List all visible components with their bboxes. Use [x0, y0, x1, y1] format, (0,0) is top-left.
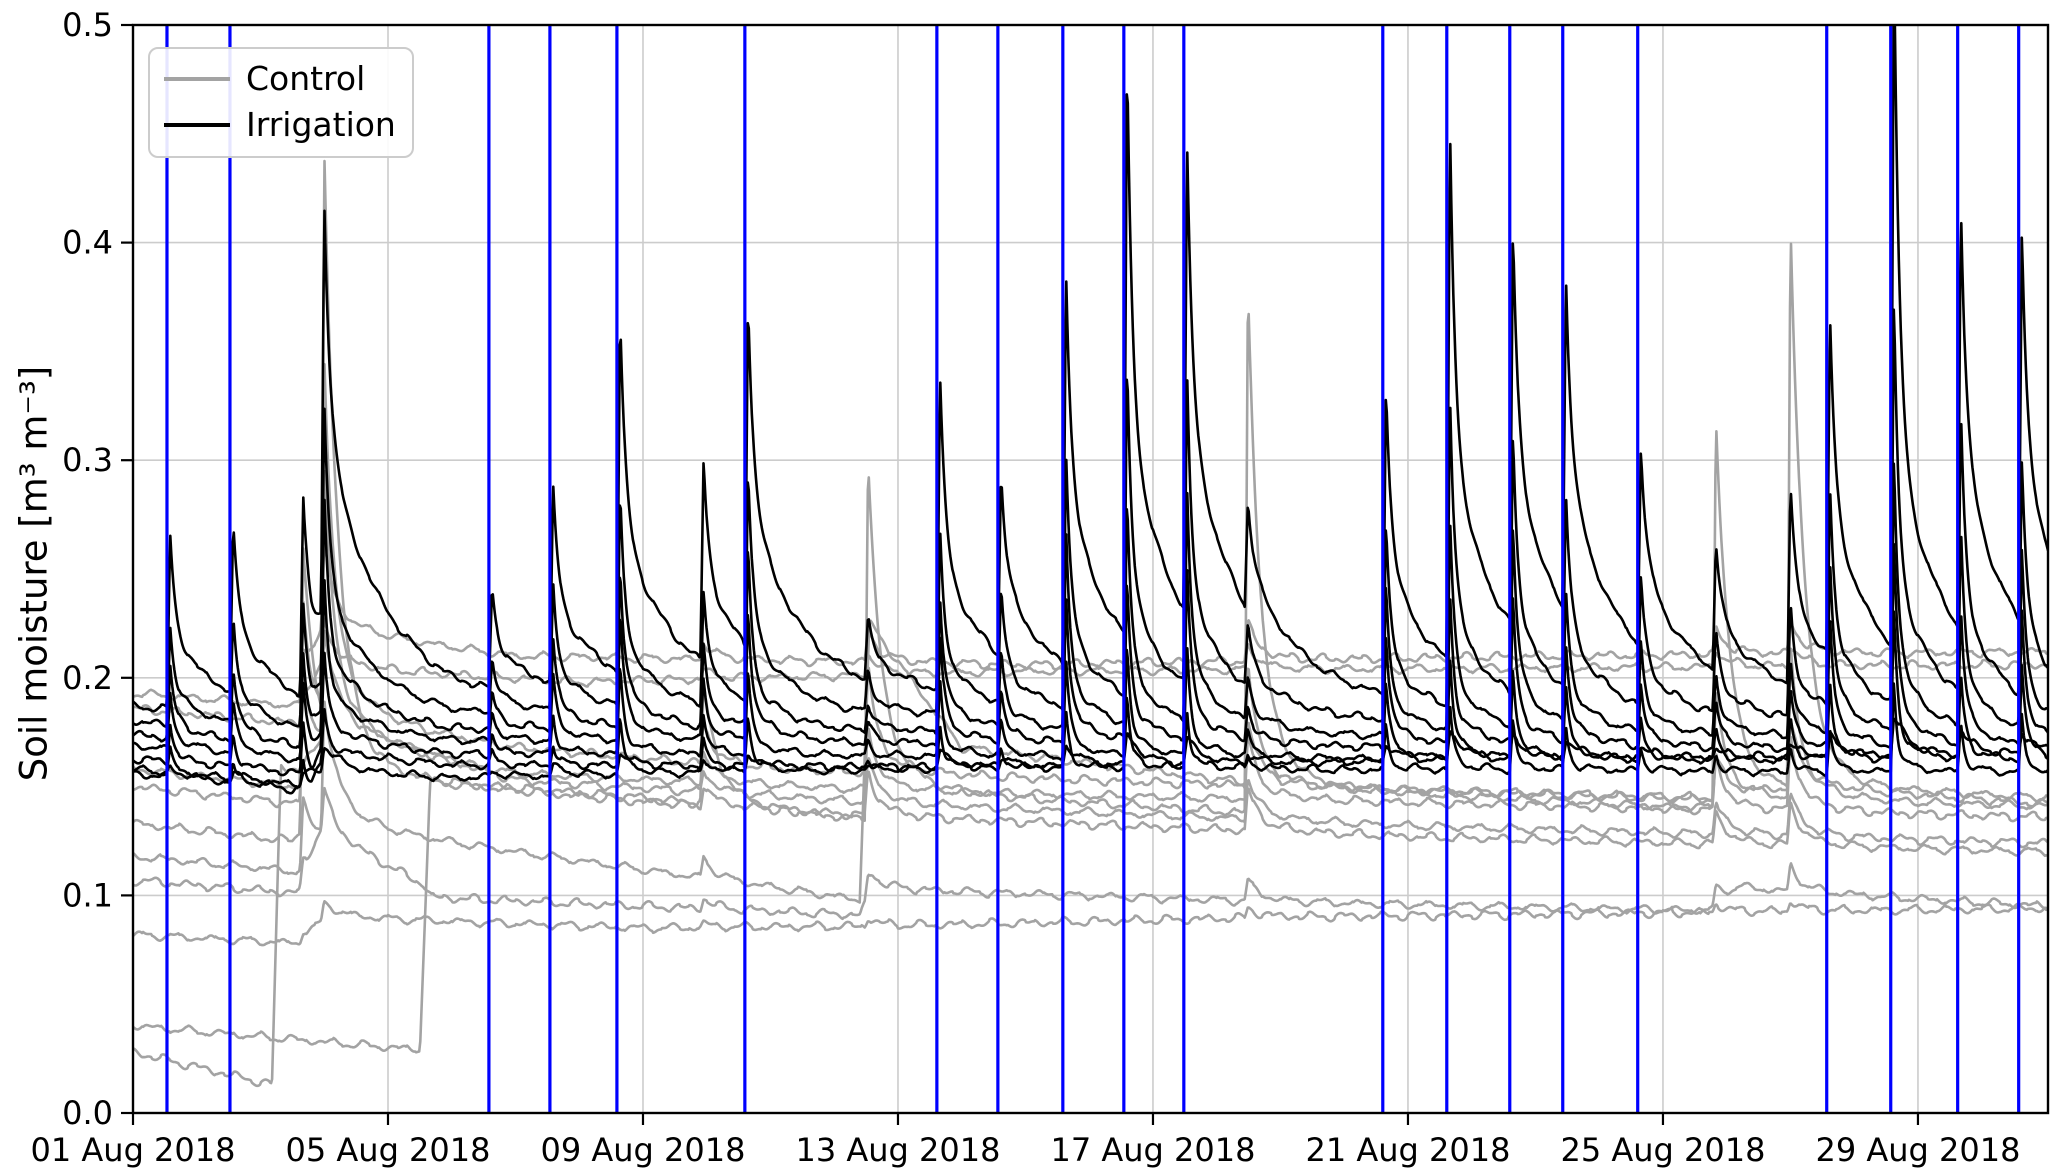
control-5-line	[133, 159, 2048, 844]
axes-layer: 01 Aug 2018 05 Aug 2018 09 Aug 2018 13 Aug …	[31, 6, 2050, 1169]
irrigation-line-swatch	[164, 123, 230, 128]
x-tick-label: 25 Aug 2018	[1560, 1131, 1765, 1169]
legend-label-irrigation: Irrigation	[246, 105, 396, 145]
control-8-line	[133, 900, 2048, 947]
control-4-line	[133, 469, 2048, 823]
y-tick-label: 0.5	[62, 6, 113, 44]
y-axis-label: Soil moisture [m³ m⁻³]	[12, 365, 56, 782]
irrigation-events-layer	[165, 25, 2021, 1113]
legend-entry-irrigation: Irrigation	[164, 105, 396, 145]
y-tick-label: 0.2	[62, 659, 113, 697]
x-tick-label: 17 Aug 2018	[1050, 1131, 1255, 1169]
control-line-swatch	[164, 77, 230, 82]
legend: Control Irrigation	[148, 47, 414, 158]
x-tick-label: 01 Aug 2018	[31, 1131, 236, 1169]
y-tick-label: 0.3	[62, 441, 113, 479]
x-tick-label: 29 Aug 2018	[1815, 1131, 2020, 1169]
control-10-line	[133, 770, 2048, 1054]
control-7-line	[133, 786, 2048, 921]
irrigation-1-line	[133, 25, 2048, 713]
irrigation-4-line	[133, 542, 2048, 764]
legend-entry-control: Control	[164, 59, 394, 98]
irrigation-2-line	[133, 308, 2048, 729]
x-tick-label: 05 Aug 2018	[286, 1131, 491, 1169]
y-tick-label: 0.0	[62, 1094, 113, 1132]
legend-label-control: Control	[246, 59, 366, 98]
y-tick-label: 0.4	[62, 224, 113, 262]
grid-layer	[133, 25, 2048, 1113]
curves-layer	[133, 25, 2048, 1088]
control-9-line	[133, 629, 2048, 1088]
irrigation-7-line	[133, 717, 2048, 795]
x-tick-label: 21 Aug 2018	[1305, 1131, 1510, 1169]
control-6-line	[133, 619, 2048, 904]
plot-frame	[131, 23, 2050, 1115]
irrigation-5-line	[133, 610, 2048, 777]
y-tick-label: 0.1	[62, 876, 113, 914]
x-tick-label: 09 Aug 2018	[540, 1131, 745, 1169]
control-3-line	[133, 362, 2048, 811]
x-tick-label: 13 Aug 2018	[795, 1131, 1000, 1169]
irrigation-6-line	[133, 682, 2048, 789]
irrigation-3-line	[133, 462, 2048, 749]
